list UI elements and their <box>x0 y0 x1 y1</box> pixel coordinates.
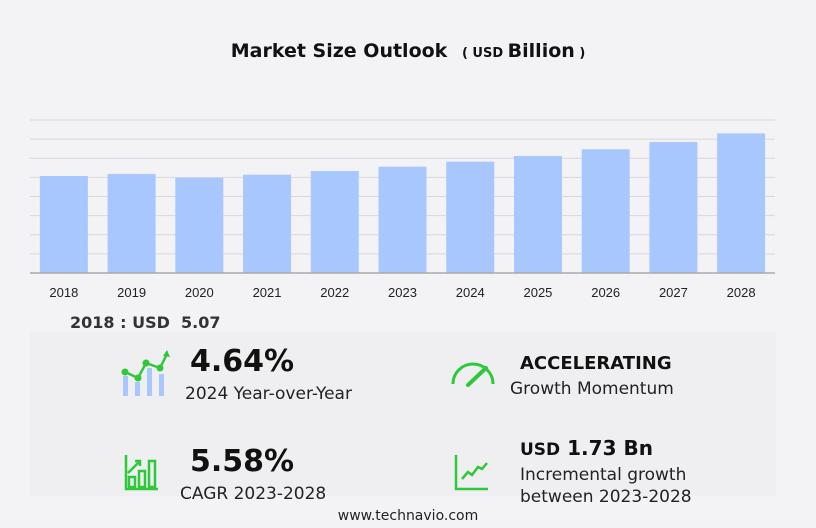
momentum-label: Growth Momentum <box>510 379 674 399</box>
bar-2027 <box>649 141 698 273</box>
x-tick-label: 2028 <box>727 285 756 300</box>
first-year-value: 2018 : USD 5.07 <box>70 313 221 332</box>
bar-2023 <box>378 166 427 273</box>
title-main: Market Size Outlook <box>230 40 448 62</box>
x-tick-label: 2026 <box>591 285 620 300</box>
x-tick-label: 2019 <box>117 285 146 300</box>
bar-2018 <box>39 176 88 273</box>
incremental-label-1: Incremental growth <box>520 465 687 485</box>
x-tick-label: 2021 <box>253 285 282 300</box>
x-tick-label: 2018 <box>49 285 78 300</box>
chart-title: Market Size Outlook ( USD Billion ) <box>0 40 816 62</box>
bar-2025 <box>513 155 562 273</box>
unit-prefix: USD <box>472 46 504 61</box>
incremental-prefix: USD <box>520 440 561 460</box>
unit-label: Billion <box>507 40 575 62</box>
cagr-value: 5.58% <box>190 444 295 479</box>
x-tick-label: 2020 <box>185 285 214 300</box>
footer-url: www.technavio.com <box>337 508 479 524</box>
x-tick-label: 2023 <box>388 285 417 300</box>
yoy-chart-icon <box>121 350 170 396</box>
yoy-value: 4.64% <box>190 344 295 379</box>
cagr-label: CAGR 2023-2028 <box>180 484 327 504</box>
speedometer-icon <box>451 362 495 387</box>
momentum-value: ACCELERATING <box>520 353 672 374</box>
bar-2028 <box>717 133 766 273</box>
bar-2021 <box>243 174 292 273</box>
bar-2019 <box>107 173 156 273</box>
bar-chart: 2018 2019 2020 2021 2022 2023 2024 2025 2026 2027… <box>30 119 775 300</box>
x-tick-label: 2027 <box>659 285 688 300</box>
cagr-chart-icon <box>124 455 158 491</box>
bar-2020 <box>175 177 224 273</box>
bar-2022 <box>310 171 359 273</box>
x-tick-label: 2025 <box>523 285 552 300</box>
incremental-label-2: between 2023-2028 <box>520 487 692 507</box>
x-tick-label: 2024 <box>456 285 485 300</box>
title-unit: ( USD Billion ) <box>461 40 586 62</box>
incremental-amount: 1.73 Bn <box>567 436 653 460</box>
bar-2024 <box>446 161 495 273</box>
yoy-label: 2024 Year-over-Year <box>185 384 352 404</box>
bar-2026 <box>581 149 630 273</box>
x-tick-label: 2022 <box>320 285 349 300</box>
growth-line-icon <box>454 455 488 491</box>
incremental-value: USD 1.73 Bn <box>520 436 653 460</box>
